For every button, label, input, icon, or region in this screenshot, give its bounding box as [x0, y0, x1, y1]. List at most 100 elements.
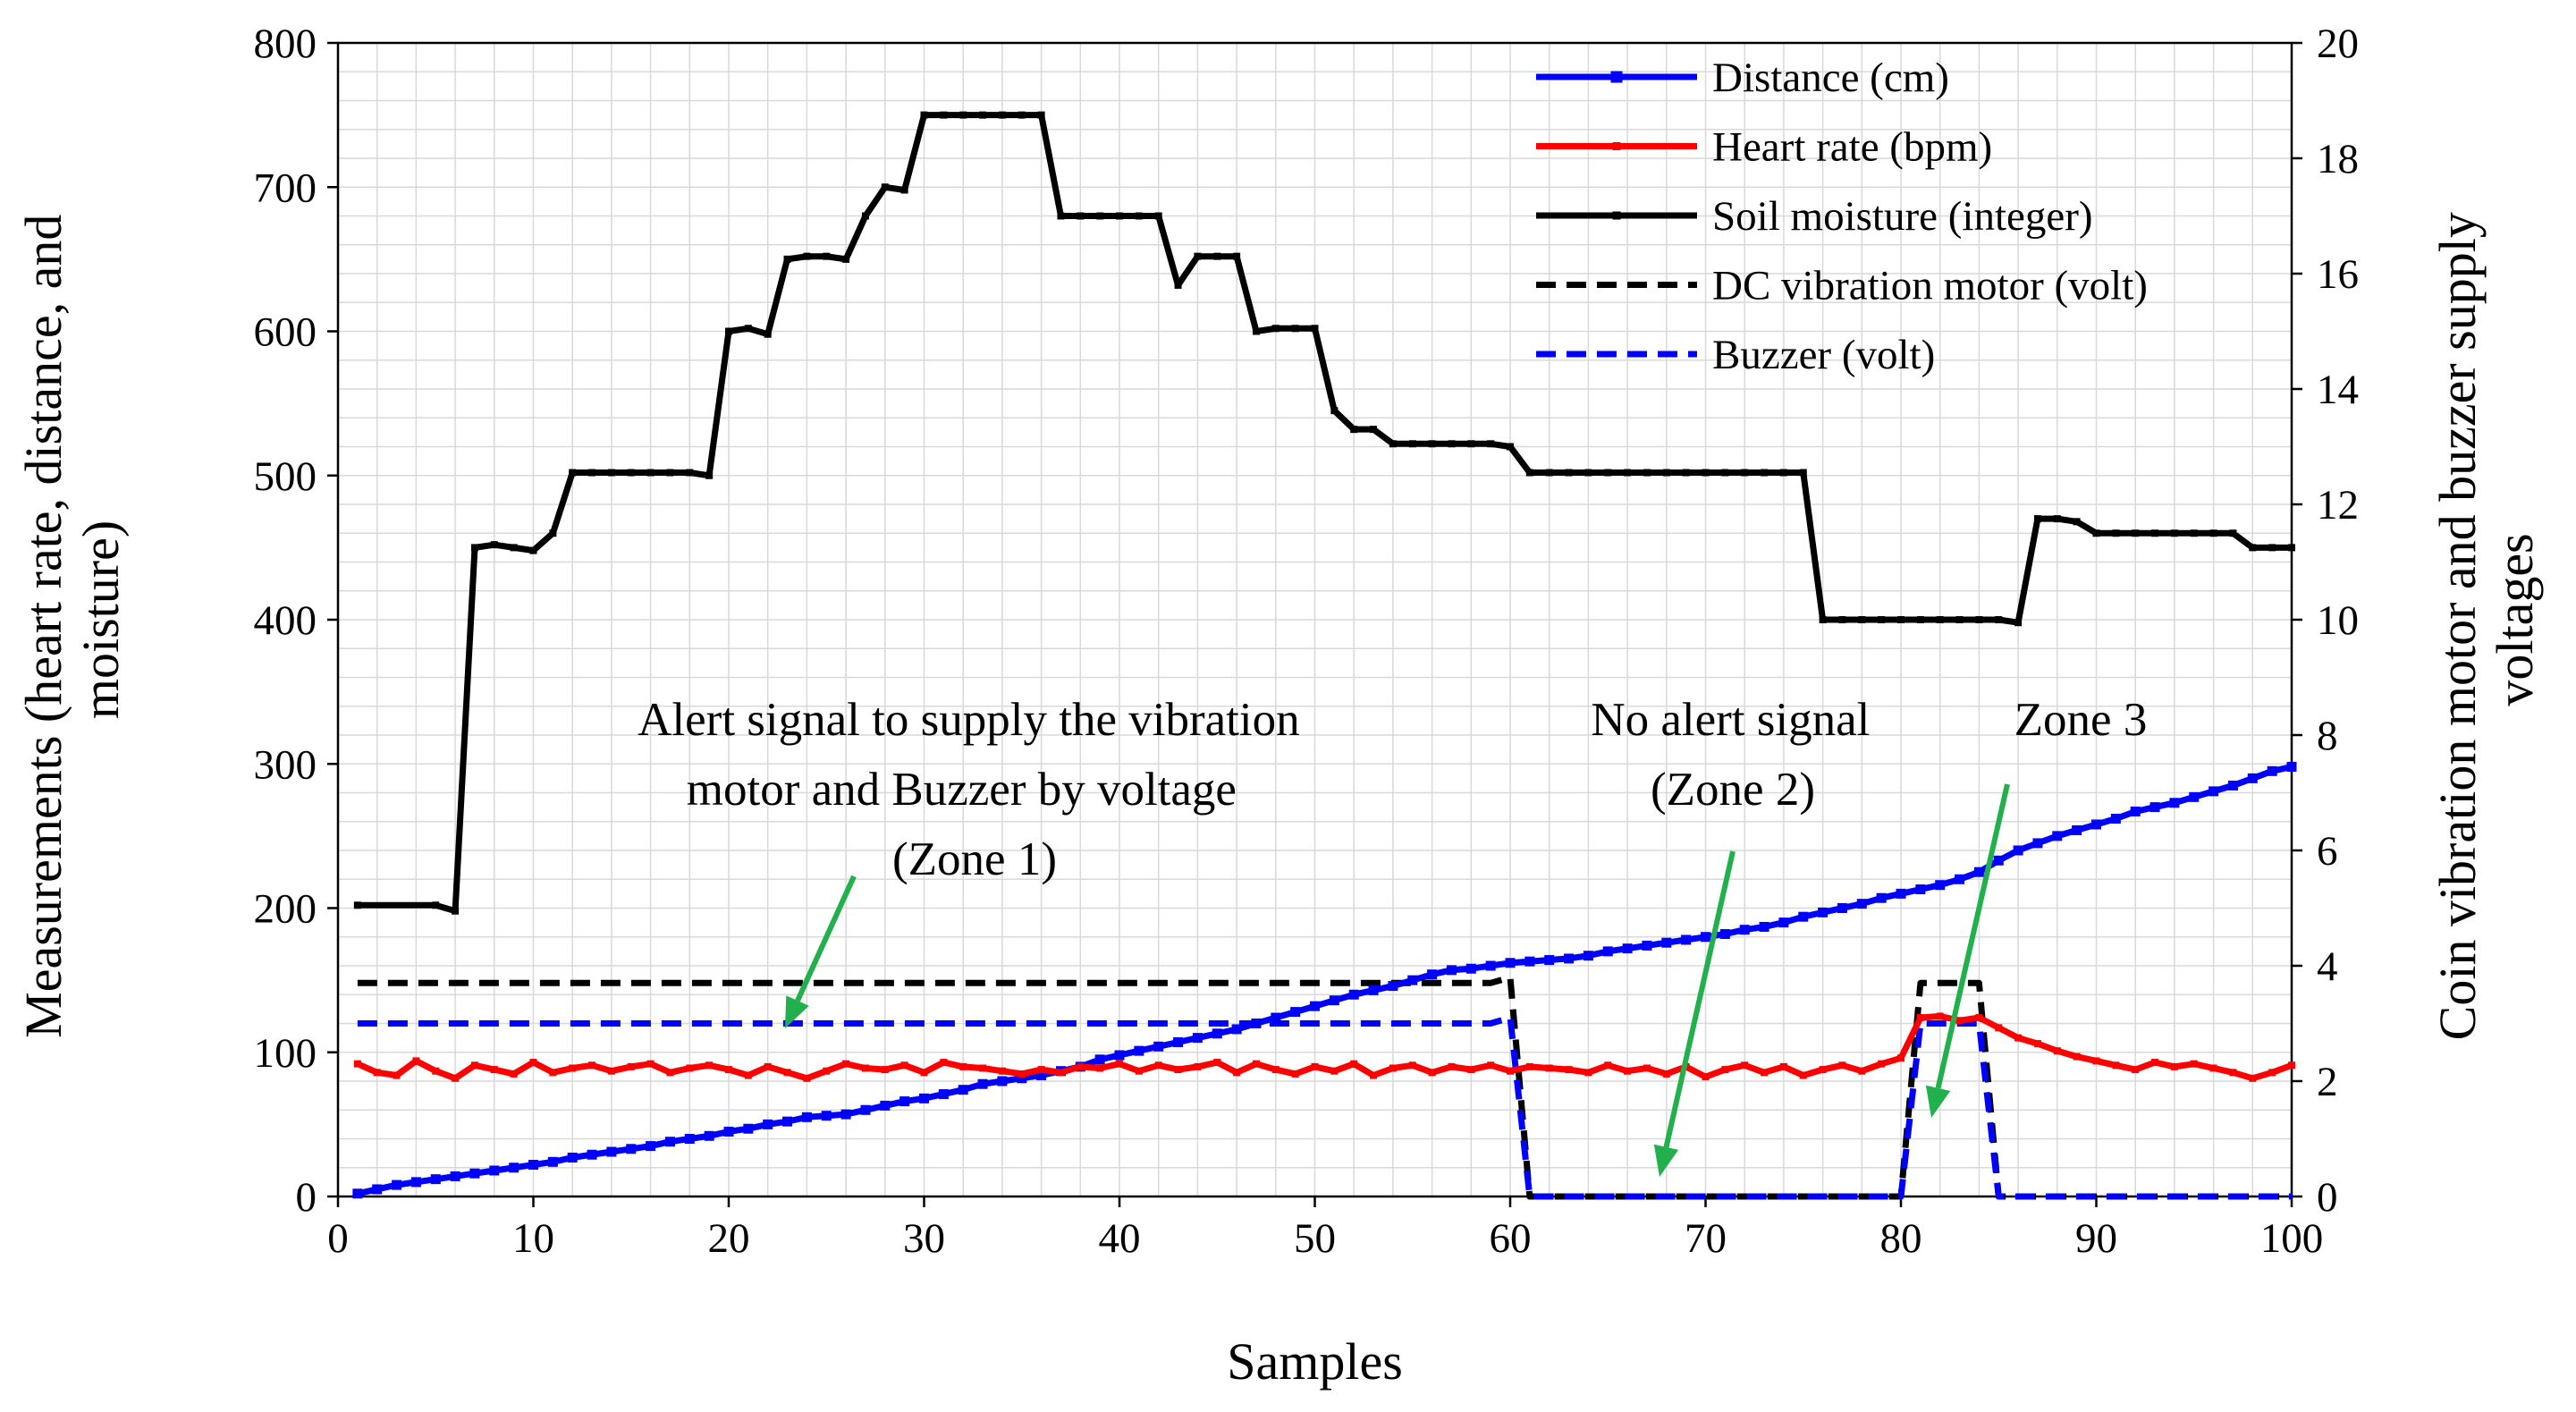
data-point-heart — [823, 1067, 831, 1075]
data-point-soil — [959, 111, 967, 119]
data-point-soil — [1018, 111, 1026, 119]
data-point-soil — [803, 252, 811, 260]
data-point-soil — [1408, 440, 1416, 448]
data-point-heart — [900, 1061, 908, 1070]
data-point-soil — [510, 544, 518, 552]
data-point-heart — [588, 1061, 596, 1070]
data-point-heart — [2073, 1053, 2081, 1061]
y2-tick-label: 20 — [2317, 21, 2359, 67]
data-point-heart — [1096, 1064, 1104, 1072]
data-point-distance — [860, 1104, 871, 1115]
y2-tick-label: 12 — [2317, 482, 2359, 528]
data-point-soil — [1897, 616, 1905, 623]
data-point-distance — [1192, 1033, 1203, 1044]
data-point-heart — [2170, 1062, 2178, 1070]
data-point-distance — [1759, 921, 1769, 932]
data-point-heart — [1525, 1062, 1533, 1070]
y2-tick-label: 14 — [2317, 367, 2359, 413]
data-point-distance — [840, 1109, 851, 1120]
left-axis-title-line-1: Measurements (heart rate, distance, and — [14, 215, 72, 1038]
legend-label-distance: Distance (cm) — [1712, 55, 1949, 101]
data-point-distance — [1329, 995, 1339, 1006]
x-tick-label: 40 — [1099, 1215, 1141, 1262]
data-point-distance — [1778, 917, 1789, 928]
legend: Distance (cm) Heart rate (bpm) Soil moistu… — [1536, 55, 2148, 378]
zone-2-line-1: No alert signal — [1591, 694, 1870, 746]
data-point-distance — [587, 1149, 597, 1160]
right-axis-title-line-2: voltages — [2486, 533, 2544, 706]
data-point-soil — [725, 327, 732, 335]
data-point-soil — [1779, 469, 1787, 477]
zone-1-line-3: (Zone 1) — [892, 833, 1057, 885]
data-point-heart — [1389, 1064, 1397, 1072]
data-point-distance — [528, 1160, 538, 1171]
data-point-distance — [626, 1144, 637, 1154]
data-point-distance — [1876, 892, 1887, 903]
data-point-heart — [1408, 1061, 1416, 1070]
data-point-soil — [666, 469, 674, 477]
zone-2-arrow-head — [1653, 1144, 1679, 1177]
data-point-soil — [861, 212, 869, 220]
data-point-soil — [881, 183, 889, 191]
data-point-heart — [2190, 1060, 2198, 1068]
data-point-distance — [2032, 838, 2043, 849]
data-point-soil — [2288, 544, 2295, 552]
data-point-heart — [1741, 1061, 1749, 1070]
data-point-distance — [1290, 1007, 1301, 1018]
data-point-soil — [705, 471, 714, 479]
data-point-heart — [1604, 1061, 1612, 1070]
data-point-soil — [1330, 407, 1339, 415]
data-point-distance — [1622, 943, 1633, 954]
data-point-soil — [1682, 469, 1690, 477]
data-point-heart — [1077, 1062, 1085, 1070]
series-soil — [353, 111, 2295, 915]
data-point-heart — [783, 1069, 791, 1077]
data-point-distance — [723, 1126, 734, 1137]
data-point-distance — [1465, 963, 1476, 974]
y-tick-label: 600 — [254, 309, 317, 356]
data-point-heart — [452, 1074, 460, 1082]
legend-label-motor: DC vibration motor (volt) — [1712, 263, 2148, 309]
data-point-soil — [764, 330, 772, 338]
data-point-heart — [1584, 1069, 1592, 1077]
data-point-heart — [2014, 1034, 2023, 1042]
data-point-distance — [547, 1156, 558, 1167]
data-point-distance — [2130, 806, 2141, 816]
data-point-heart — [744, 1071, 752, 1079]
data-point-heart — [1858, 1067, 1866, 1075]
data-point-distance — [997, 1076, 1008, 1086]
zone-3-line-1: Zone 3 — [2014, 694, 2148, 746]
data-point-distance — [782, 1116, 793, 1127]
data-point-soil — [432, 901, 440, 909]
data-point-heart — [940, 1059, 948, 1067]
data-point-distance — [1818, 907, 1829, 917]
data-point-distance — [1739, 925, 1750, 935]
data-point-distance — [2247, 773, 2258, 783]
data-point-soil — [1721, 469, 1729, 477]
data-point-distance — [1231, 1024, 1242, 1035]
data-point-distance — [567, 1152, 578, 1163]
data-point-heart — [1565, 1066, 1573, 1074]
data-point-soil — [979, 111, 987, 119]
data-point-distance — [899, 1096, 910, 1107]
data-point-heart — [569, 1064, 577, 1072]
data-point-heart — [2092, 1057, 2100, 1065]
data-point-heart — [1487, 1061, 1495, 1070]
data-point-soil — [1799, 469, 1807, 477]
data-point-soil — [490, 541, 498, 549]
data-point-soil — [1741, 469, 1749, 477]
data-point-soil — [1037, 111, 1045, 119]
data-point-heart — [1897, 1054, 1905, 1062]
data-point-soil — [920, 111, 928, 119]
y2-tick-label: 6 — [2317, 828, 2338, 875]
data-point-distance — [1602, 946, 1613, 957]
data-point-soil — [607, 469, 615, 477]
data-point-heart — [1799, 1071, 1807, 1079]
data-point-soil — [2170, 529, 2178, 537]
y-tick-label: 0 — [296, 1174, 317, 1221]
data-point-distance — [2189, 791, 2200, 802]
data-point-distance — [2227, 780, 2238, 791]
data-point-distance — [880, 1100, 891, 1111]
data-point-soil — [1154, 212, 1162, 220]
series-line-buzzer — [357, 1014, 2292, 1200]
